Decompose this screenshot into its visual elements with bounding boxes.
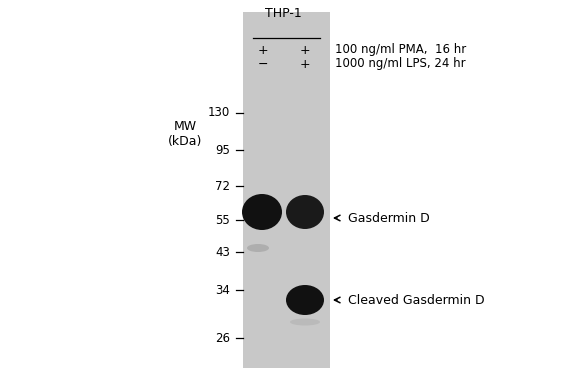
Text: 130: 130 <box>208 107 230 119</box>
Text: 1000 ng/ml LPS, 24 hr: 1000 ng/ml LPS, 24 hr <box>335 57 466 71</box>
Text: Cleaved Gasdermin D: Cleaved Gasdermin D <box>348 293 485 307</box>
Text: +: + <box>300 57 310 71</box>
Text: 26: 26 <box>215 332 230 344</box>
Text: Gasdermin D: Gasdermin D <box>348 212 430 225</box>
Text: 34: 34 <box>215 284 230 296</box>
Text: 95: 95 <box>215 144 230 156</box>
Ellipse shape <box>286 285 324 315</box>
Ellipse shape <box>247 244 269 252</box>
Ellipse shape <box>290 319 320 325</box>
Text: +: + <box>258 43 268 56</box>
Text: 72: 72 <box>215 180 230 192</box>
Bar <box>243 12 330 368</box>
Text: −: − <box>258 57 268 71</box>
Text: +: + <box>300 43 310 56</box>
Text: THP-1: THP-1 <box>265 7 301 20</box>
Text: 55: 55 <box>215 214 230 226</box>
Text: MW
(kDa): MW (kDa) <box>168 120 202 148</box>
Text: 100 ng/ml PMA,  16 hr: 100 ng/ml PMA, 16 hr <box>335 43 466 56</box>
Text: 43: 43 <box>215 245 230 259</box>
Ellipse shape <box>286 195 324 229</box>
Ellipse shape <box>242 194 282 230</box>
